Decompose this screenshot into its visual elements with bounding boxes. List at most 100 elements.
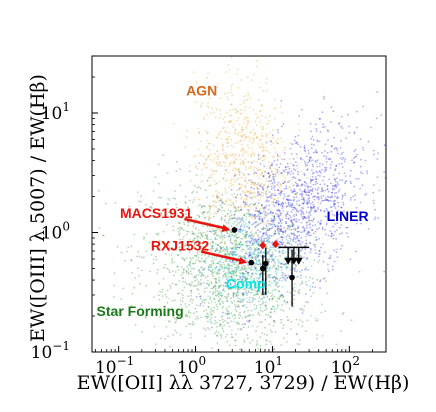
- cloud-point: [179, 299, 182, 302]
- cloud-point: [230, 312, 233, 315]
- cloud-point: [207, 265, 210, 268]
- cloud-point: [232, 252, 235, 255]
- cloud-point: [336, 181, 339, 184]
- cloud-point: [158, 239, 161, 242]
- cloud-point: [248, 94, 250, 97]
- cloud-point: [269, 166, 272, 169]
- cloud-point: [252, 243, 255, 246]
- cloud-point: [340, 157, 342, 159]
- cloud-point: [162, 277, 165, 280]
- cloud-point: [248, 215, 251, 218]
- cloud-point: [244, 222, 247, 225]
- cloud-point: [230, 188, 233, 191]
- cloud-point: [292, 233, 294, 235]
- cloud-point: [236, 268, 238, 271]
- cloud-point: [298, 129, 301, 131]
- cloud-point: [280, 225, 282, 228]
- cloud-point: [218, 132, 221, 135]
- cloud-point: [245, 136, 247, 139]
- cloud-point: [311, 159, 313, 162]
- cloud-point: [194, 228, 197, 231]
- cloud-point: [191, 201, 194, 204]
- cloud-point: [226, 286, 229, 288]
- cloud-point: [257, 244, 260, 247]
- cloud-point: [305, 239, 308, 242]
- cloud-point: [247, 274, 250, 277]
- cloud-point: [244, 304, 246, 306]
- cloud-point: [224, 248, 227, 251]
- cloud-point: [270, 220, 273, 223]
- cloud-point: [191, 232, 194, 235]
- cloud-point: [316, 319, 319, 321]
- cloud-point: [296, 269, 299, 272]
- cloud-point: [299, 283, 302, 286]
- cloud-point: [227, 154, 230, 157]
- cloud-point: [201, 273, 203, 275]
- cloud-point: [246, 195, 248, 197]
- cloud-point: [297, 210, 299, 213]
- cloud-point: [214, 271, 216, 273]
- cloud-point: [244, 133, 246, 136]
- cloud-point: [226, 232, 229, 235]
- cloud-point: [172, 225, 175, 228]
- cloud-point: [113, 272, 116, 275]
- cloud-point: [188, 164, 191, 167]
- cloud-point: [255, 239, 258, 242]
- cloud-point: [216, 83, 219, 86]
- cloud-point: [182, 294, 185, 297]
- cloud-point: [265, 343, 267, 346]
- cloud-point: [338, 233, 341, 236]
- cloud-point: [237, 266, 240, 269]
- cloud-point: [366, 170, 368, 173]
- cloud-point: [238, 183, 241, 185]
- cloud-point: [304, 184, 306, 187]
- cloud-point: [148, 241, 151, 244]
- cloud-point: [217, 209, 220, 212]
- cloud-point: [299, 188, 301, 191]
- cloud-point: [223, 187, 226, 190]
- x-tick-exponent: 2: [352, 354, 360, 368]
- cloud-point: [235, 253, 238, 256]
- cloud-point: [328, 270, 330, 273]
- cloud-point: [280, 241, 283, 243]
- cloud-point: [223, 247, 226, 250]
- cloud-point: [239, 241, 242, 244]
- cloud-point: [230, 91, 233, 94]
- cloud-point: [195, 259, 198, 262]
- cloud-point: [313, 259, 316, 262]
- cloud-point: [245, 203, 248, 206]
- cloud-point: [156, 248, 159, 251]
- cloud-point: [222, 330, 225, 333]
- cloud-point: [324, 150, 326, 152]
- cloud-star-forming: [98, 131, 361, 352]
- cloud-point: [187, 224, 190, 227]
- cloud-point: [359, 171, 362, 174]
- cloud-point: [240, 148, 243, 151]
- cloud-point: [256, 194, 259, 197]
- cloud-point: [302, 202, 305, 205]
- cloud-point: [164, 263, 167, 266]
- cloud-point: [223, 290, 226, 293]
- cloud-point: [190, 283, 193, 286]
- cloud-point: [276, 213, 279, 216]
- cloud-point: [296, 227, 299, 229]
- cloud-point: [272, 172, 275, 175]
- cloud-point: [292, 172, 295, 175]
- cloud-point: [285, 198, 288, 201]
- region-label-agn: AGN: [186, 83, 217, 99]
- cloud-point: [246, 267, 249, 270]
- cloud-point: [223, 264, 226, 266]
- cloud-point: [247, 263, 250, 266]
- cloud-point: [255, 225, 257, 227]
- cloud-point: [272, 201, 275, 204]
- cloud-point: [231, 153, 234, 156]
- cloud-point: [304, 252, 306, 255]
- cloud-point: [288, 186, 291, 189]
- cloud-point: [252, 236, 255, 239]
- cloud-point: [231, 261, 233, 264]
- cloud-point: [222, 285, 225, 288]
- cloud-point: [209, 205, 212, 208]
- cloud-point: [286, 174, 289, 177]
- cloud-point: [169, 287, 172, 289]
- cloud-point: [221, 318, 224, 321]
